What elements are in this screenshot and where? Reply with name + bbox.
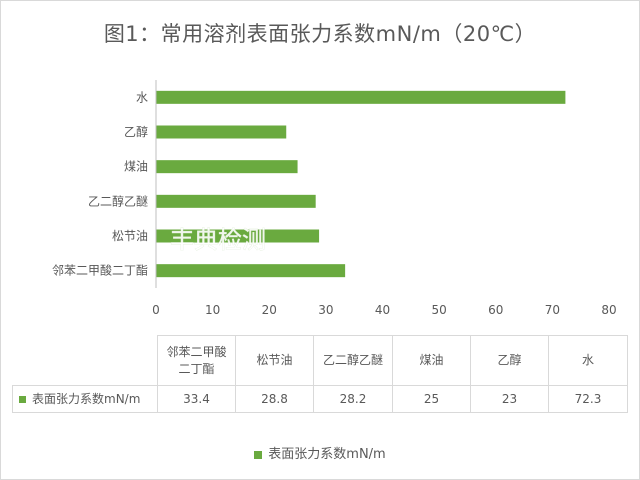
category-label-1: 乙醇 [124,124,148,139]
x-tick-4: 40 [375,303,390,317]
bar-2 [156,160,298,174]
bars-group [156,90,566,278]
chart-title: 图1：常用溶剂表面张力系数mN/m（20℃） [103,22,537,46]
category-label-3: 乙二醇乙醚 [88,193,148,208]
table-header-line: 水 [581,353,594,367]
table-value-5: 72.3 [548,385,628,413]
x-tick-5: 50 [431,303,446,317]
table-header-4: 乙醇 [470,335,549,386]
table-value-2: 28.2 [313,385,393,413]
table-header-row: 邻苯二甲酸二丁酯 松节油 乙二醇乙醚 煤油 乙醇 水 [12,335,628,386]
table-corner [12,335,158,386]
row-label-text: 表面张力系数mN/m [32,391,141,406]
table-value-row: 表面张力系数mN/m 33.4 28.8 28.2 25 23 72.3 [12,385,628,413]
legend-swatch [254,450,263,459]
bar-4 [156,229,320,243]
category-label-4: 松节油 [112,229,148,243]
table-header-line: 乙醇 [497,353,522,367]
data-table: 邻苯二甲酸 二丁酯 松节油 乙二醇乙醚 煤油 乙醇水 表面张力系数mN/m 33.4 28.… [12,335,628,413]
category-label-2: 煤油 [124,160,148,174]
table-header-5: 水 [548,335,628,386]
table-value-1: 28.8 [235,385,314,413]
category-label-5: 邻苯二甲酸二丁酯 [52,263,148,278]
table-header-2: 乙二醇乙醚 [313,335,393,386]
x-tick-2: 20 [262,303,277,317]
table-value-4: 23 [470,385,549,413]
bar-5 [156,264,346,278]
x-tick-6: 60 [488,303,503,317]
x-tick-3: 30 [318,303,333,317]
table-header-1: 松节油 [235,335,314,386]
x-tick-1: 10 [205,303,220,317]
legend-label: 表面张力系数mN/m [268,447,386,462]
table-header-line: 煤油 [419,353,444,367]
table-value-0: 33.4 [157,385,236,413]
x-tick-7: 70 [545,303,560,317]
series-swatch [19,395,26,403]
table-value-3: 25 [392,385,471,413]
x-tick-8: 80 [601,303,616,317]
bar-1 [156,125,287,139]
table-header-line: 邻苯二甲酸 [166,344,227,359]
x-axis-ticks: 0 10 20 30 40 50 60 70 80 [152,303,616,317]
table-header-line: 二丁酯 [178,361,215,376]
bar-3 [156,194,316,208]
bar-0 [156,90,566,104]
table-row-label: 表面张力系数mN/m [12,385,158,413]
x-tick-0: 0 [152,303,160,317]
watermark: 丰典检测 [170,226,266,254]
table-header-line: 乙二醇乙醚 [322,353,383,367]
category-label-0: 水 [136,90,148,104]
legend: 表面张力系数mN/m [0,443,640,462]
table-header-3: 煤油 [392,335,471,386]
table-header-line: 松节油 [256,353,293,367]
table-header-0: 邻苯二甲酸 二丁酯 [157,335,236,386]
